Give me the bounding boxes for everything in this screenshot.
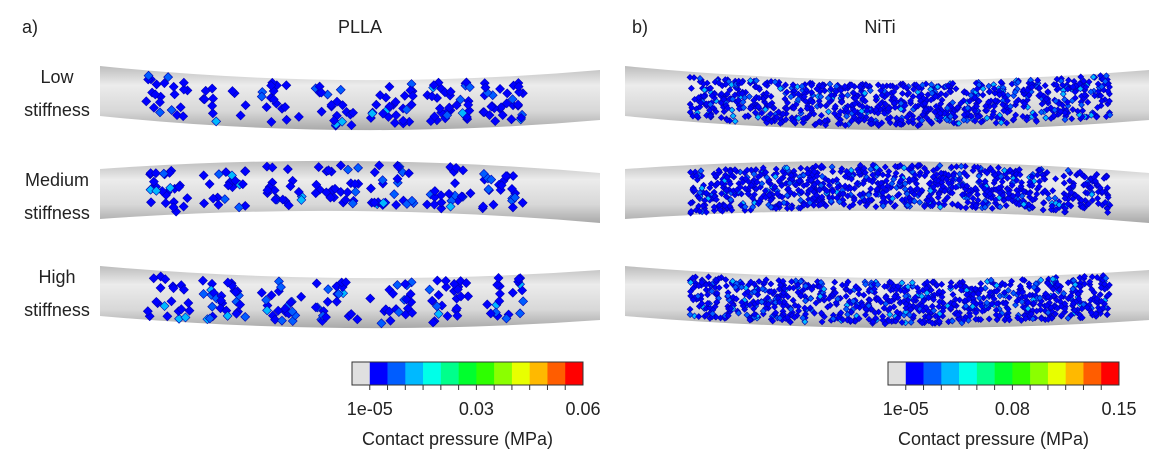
colorbar-swatch [352, 362, 370, 385]
colorbar-swatch [1083, 362, 1101, 385]
colorbar-swatch [512, 362, 530, 385]
colorbar-swatch [494, 362, 512, 385]
colorbar-swatch [1012, 362, 1030, 385]
colorbar-swatch [547, 362, 565, 385]
colorbar-swatch [1048, 362, 1066, 385]
row-label: stiffness [24, 100, 90, 120]
colorbar-swatch [476, 362, 494, 385]
colorbar-swatch [1030, 362, 1048, 385]
colorbar-tick-label: 0.08 [995, 399, 1030, 419]
colorbar-swatch [888, 362, 906, 385]
colorbar-tick-label: 0.15 [1101, 399, 1136, 419]
colorbar-swatch [906, 362, 924, 385]
colorbar-swatch [959, 362, 977, 385]
colorbar-swatch [565, 362, 583, 385]
colorbar-swatch [924, 362, 942, 385]
panel-title: PLLA [338, 17, 382, 37]
colorbar-swatch [459, 362, 477, 385]
colorbar-tick-label: 1e-05 [883, 399, 929, 419]
row-label: High [38, 267, 75, 287]
colorbar-swatch [370, 362, 388, 385]
panel-title: NiTi [864, 17, 895, 37]
colorbar-swatch [941, 362, 959, 385]
colorbar-swatch [995, 362, 1013, 385]
row-label: stiffness [24, 203, 90, 223]
panel-label: b) [632, 17, 648, 37]
row-label: stiffness [24, 300, 90, 320]
colorbar-swatch [388, 362, 406, 385]
panel-label: a) [22, 17, 38, 37]
colorbar-swatch [1066, 362, 1084, 385]
colorbar-caption: Contact pressure (MPa) [362, 429, 553, 449]
colorbar-swatch [1101, 362, 1119, 385]
colorbar-caption: Contact pressure (MPa) [898, 429, 1089, 449]
colorbar-tick-label: 1e-05 [347, 399, 393, 419]
colorbar-swatch [977, 362, 995, 385]
colorbar-tick-label: 0.03 [459, 399, 494, 419]
row-label: Low [40, 67, 74, 87]
colorbar-swatch [530, 362, 548, 385]
row-label: Medium [25, 170, 89, 190]
colorbar-tick-label: 0.06 [565, 399, 600, 419]
colorbar-swatch [441, 362, 459, 385]
colorbar-swatch [405, 362, 423, 385]
colorbar-swatch [423, 362, 441, 385]
